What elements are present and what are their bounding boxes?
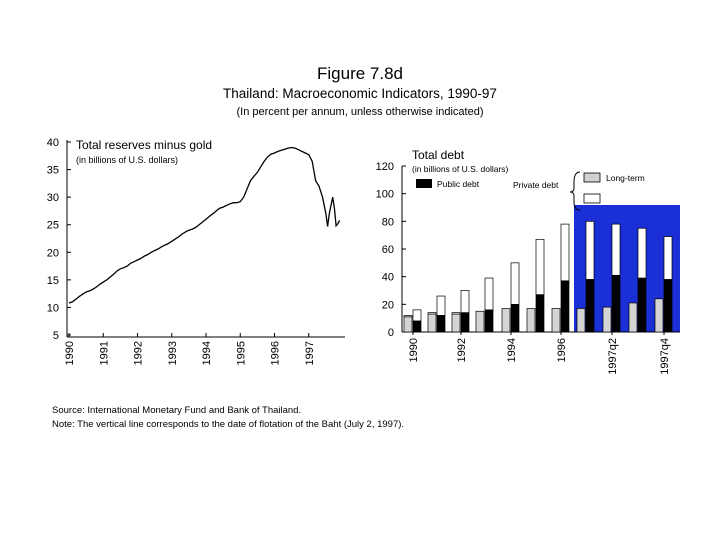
bar-private-long-term-1994 bbox=[510, 303, 520, 333]
bar-public-short-term-1992 bbox=[451, 312, 461, 315]
reserves-y-tick-label: 15 bbox=[47, 275, 59, 287]
bar-private-long-term-1997q2 bbox=[611, 274, 621, 333]
legend-short-term-swatch bbox=[583, 193, 601, 204]
debt-chart-subtitle: (in billions of U.S. dollars) bbox=[412, 164, 509, 174]
bar-public-long-term-1997q1 bbox=[576, 308, 586, 333]
debt-x-tick-label: 1992 bbox=[456, 338, 468, 362]
bar-private-short-term-1991 bbox=[436, 295, 446, 316]
bar-public-long-term-1990 bbox=[403, 316, 413, 333]
reserves-y-tick-label: 25 bbox=[47, 220, 59, 232]
bar-private-long-term-1990 bbox=[412, 320, 422, 333]
legend-public-label: Public debt bbox=[437, 179, 480, 189]
bar-private-long-term-1996 bbox=[560, 280, 570, 333]
figure-units-note: (In percent per annum, unless otherwise … bbox=[236, 106, 484, 118]
reserves-chart-subtitle: (in billions of U.S. dollars) bbox=[76, 155, 178, 165]
reserves-x-tick-label: 1995 bbox=[235, 341, 247, 365]
reserves-y-tick-label: 35 bbox=[47, 165, 59, 177]
bar-public-long-term-1996 bbox=[551, 308, 561, 333]
bar-private-short-term-1993 bbox=[484, 277, 494, 311]
bar-public-long-term-1997q3 bbox=[628, 302, 638, 333]
debt-x-tick-label: 1997q4 bbox=[659, 338, 671, 375]
bar-public-long-term-1993 bbox=[475, 310, 485, 333]
reserves-y-tick-label: 30 bbox=[47, 192, 59, 204]
bar-public-long-term-1991 bbox=[427, 313, 437, 333]
debt-x-tick-label: 1990 bbox=[408, 338, 420, 362]
bar-public-long-term-1995 bbox=[526, 308, 536, 333]
debt-x-tick-label: 1996 bbox=[556, 338, 568, 362]
bar-private-short-term-1997q1 bbox=[585, 220, 595, 280]
bar-public-short-term-1990 bbox=[403, 315, 413, 318]
reserves-x-tick-label: 1991 bbox=[98, 341, 110, 365]
debt-y-tick-label: 120 bbox=[376, 161, 394, 173]
legend-long-term-swatch bbox=[583, 172, 601, 183]
reserves-y-tick-label: 10 bbox=[47, 302, 59, 314]
legend-long-term-label: Long-term bbox=[606, 173, 645, 183]
legend-short-term-label: Short-term bbox=[606, 194, 646, 204]
debt-y-tick-label: 100 bbox=[376, 189, 394, 201]
bar-private-long-term-1997q1 bbox=[585, 279, 595, 333]
bar-public-long-term-1997q2 bbox=[602, 306, 612, 333]
source-note: Source: International Monetary Fund and … bbox=[52, 405, 302, 416]
reserves-chart-title: Total reserves minus gold bbox=[76, 138, 212, 152]
reserves-y-tick-label: 5 bbox=[53, 330, 59, 342]
legend-brace bbox=[569, 171, 581, 211]
bar-private-short-term-1997q3 bbox=[637, 227, 647, 279]
bar-private-short-term-1994 bbox=[510, 262, 520, 305]
legend-public-swatch bbox=[416, 179, 432, 188]
reserves-chart: 40 35 30 25 20 15 10 5 1990 1991 1992 1993 1994 1995… bbox=[47, 137, 345, 365]
bar-public-long-term-1997q4 bbox=[654, 298, 664, 333]
bar-public-long-term-1994 bbox=[501, 308, 511, 333]
bar-private-long-term-1997q3 bbox=[637, 277, 647, 333]
bar-private-long-term-1992 bbox=[460, 312, 470, 333]
reserves-x-tick-label: 1993 bbox=[167, 341, 179, 365]
reserves-y-tick-label: 20 bbox=[47, 247, 59, 259]
debt-y-tick-label: 20 bbox=[382, 299, 394, 311]
bar-private-long-term-1993 bbox=[484, 309, 494, 333]
bar-private-short-term-1992 bbox=[460, 290, 470, 313]
bar-private-long-term-1995 bbox=[535, 294, 545, 333]
bar-private-short-term-1997q4 bbox=[663, 236, 673, 280]
reserves-x-tick-label: 1996 bbox=[270, 341, 282, 365]
reserves-x-tick-label: 1990 bbox=[64, 341, 76, 365]
bar-private-long-term-1991 bbox=[436, 315, 446, 333]
bar-private-short-term-1997q2 bbox=[611, 223, 621, 276]
bar-public-short-term-1991 bbox=[427, 312, 437, 315]
bar-private-long-term-1997q4 bbox=[663, 279, 673, 333]
bar-public-long-term-1992 bbox=[451, 313, 461, 333]
reserves-y-tick-label: 40 bbox=[47, 137, 59, 149]
debt-x-tick-label: 1994 bbox=[506, 338, 518, 362]
flotation-note: Note: The vertical line corresponds to t… bbox=[52, 419, 405, 430]
debt-x-tick-label: 1997q2 bbox=[607, 338, 619, 375]
bar-private-short-term-1995 bbox=[535, 238, 545, 295]
debt-y-tick-label: 80 bbox=[382, 216, 394, 228]
debt-chart-title: Total debt bbox=[412, 148, 465, 162]
figure-title: Figure 7.8d bbox=[317, 64, 403, 83]
reserves-series-line bbox=[68, 146, 341, 304]
figure-subtitle: Thailand: Macroeconomic Indicators, 1990… bbox=[223, 86, 497, 101]
debt-y-tick-label: 0 bbox=[388, 327, 394, 339]
debt-y-tick-label: 60 bbox=[382, 244, 394, 256]
bar-private-short-term-1990 bbox=[412, 309, 422, 322]
debt-chart: 120 100 80 60 40 20 0 1990 1992 1994 1996 1997q2 19… bbox=[376, 148, 680, 375]
reserves-x-tick-label: 1992 bbox=[133, 341, 145, 365]
legend-private-label: Private debt bbox=[513, 180, 559, 190]
reserves-x-tick-label: 1997 bbox=[304, 341, 316, 365]
bar-private-short-term-1996 bbox=[560, 223, 570, 282]
reserves-x-tick-label: 1994 bbox=[201, 341, 213, 365]
debt-y-tick-label: 40 bbox=[382, 272, 394, 284]
